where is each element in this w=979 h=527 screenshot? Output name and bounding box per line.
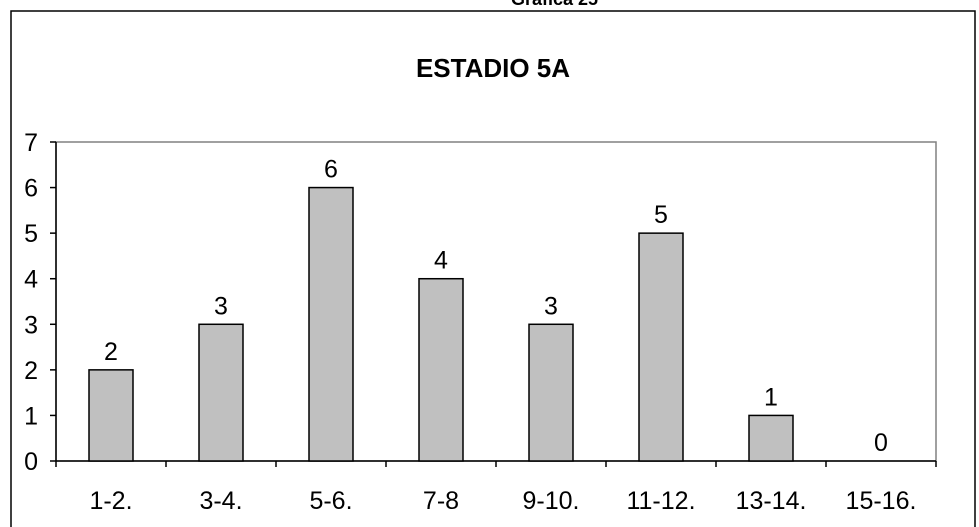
x-tick-label: 15-16. (846, 487, 917, 515)
data-label: 3 (214, 292, 228, 320)
data-label: 2 (104, 338, 118, 366)
y-tick-label: 6 (24, 175, 38, 203)
data-label: 3 (544, 292, 558, 320)
x-tick-label: 13-14. (736, 487, 807, 515)
y-tick-label: 1 (24, 402, 38, 430)
y-tick-label: 0 (24, 448, 38, 476)
x-tick-label: 7-8 (423, 487, 459, 515)
chart-frame (10, 10, 976, 527)
y-axis: 0 1 2 3 4 5 6 7 (24, 129, 57, 476)
data-label: 1 (764, 383, 778, 411)
data-label: 5 (654, 201, 668, 229)
bar-7-8 (418, 277, 464, 462)
bar-3-4 (198, 323, 244, 462)
figure-caption: Grafica 25 (0, 0, 979, 10)
y-tick-label: 2 (24, 357, 38, 385)
x-tick-label: 11-12. (626, 487, 695, 515)
y-tick-label: 7 (24, 129, 38, 157)
bar-13-14 (748, 414, 794, 462)
bar-1-2 (88, 369, 134, 462)
y-tick-label: 4 (24, 266, 38, 294)
data-labels: 2 3 6 4 3 5 1 0 (104, 156, 888, 457)
bar-9-10 (528, 323, 574, 462)
x-tick-label: 3-4. (199, 487, 242, 515)
data-label: 6 (324, 156, 338, 184)
y-tick-label: 3 (24, 311, 38, 339)
x-tick-label: 5-6. (309, 487, 352, 515)
data-label: 0 (874, 429, 888, 457)
chart-title: ESTADIO 5A (416, 53, 570, 83)
data-label: 4 (434, 247, 448, 275)
bar-11-12 (638, 232, 684, 462)
x-tick-label: 9-10. (523, 487, 580, 515)
bars (88, 186, 794, 462)
x-tick-label: 1-2. (89, 487, 132, 515)
y-tick-label: 5 (24, 220, 38, 248)
bar-5-6 (308, 186, 354, 462)
